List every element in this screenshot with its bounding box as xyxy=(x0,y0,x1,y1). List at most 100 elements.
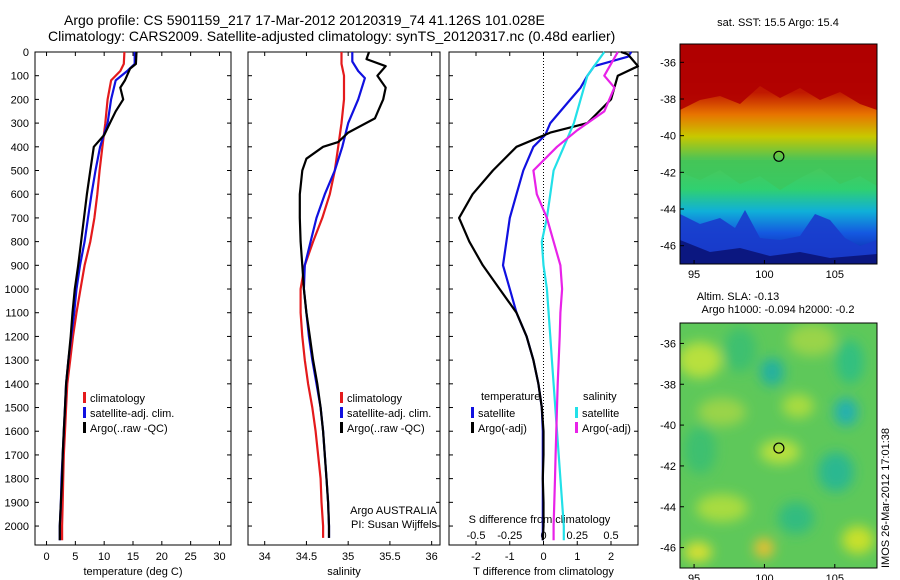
x-tick-label: 2 xyxy=(608,551,614,563)
x-tick-label: 100 xyxy=(755,269,773,281)
y-tick-label: 2000 xyxy=(5,521,29,533)
y-tick-label: 600 xyxy=(11,189,29,201)
sst-map-axes: 95 100 105 -36 -38 -40 -42 -44 -46 xyxy=(660,57,844,281)
legend-entry: Argo(-adj) xyxy=(478,423,527,435)
annotation-text: Argo AUSTRALIA xyxy=(350,505,437,517)
x-tick-label: 35 xyxy=(342,551,354,563)
series-line-black xyxy=(298,51,387,538)
y-tick-label: -38 xyxy=(660,94,676,106)
y-tick-label: 200 xyxy=(11,94,29,106)
sla-map-axes: 95 100 105 -36 -38 -40 -42 -44 -46 xyxy=(660,338,844,580)
y-tick-label: -36 xyxy=(660,338,676,350)
x-tick-label: 34 xyxy=(259,551,271,563)
series-line-cyan xyxy=(540,51,606,541)
y-tick-label: -38 xyxy=(660,379,676,391)
legend-swatch xyxy=(340,422,343,433)
sla-map-subtitle: Argo h1000: -0.094 h2000: -0.2 xyxy=(702,304,855,316)
x-tick-label: 5 xyxy=(72,551,78,563)
x-axis-label: salinity xyxy=(327,566,361,578)
y-tick-label: 1000 xyxy=(5,284,29,296)
y-tick-label: -46 xyxy=(660,241,676,253)
legend-swatch xyxy=(471,407,474,418)
sst-map-title: sat. SST: 15.5 Argo: 15.4 xyxy=(717,17,839,29)
x-tick-label: 95 xyxy=(688,573,700,580)
timestamp-text: IMOS 26-Mar-2012 17:01:38 xyxy=(880,428,892,568)
profile-panels: 0100200300400500600700800900100011001200… xyxy=(5,47,640,578)
x-tick-label: 10 xyxy=(98,551,110,563)
legend-swatch xyxy=(575,422,578,433)
x-tick-label: 15 xyxy=(127,551,139,563)
plot-frame xyxy=(247,51,441,546)
s-tick-label: -0.25 xyxy=(497,530,522,542)
argo-location-marker xyxy=(773,442,785,454)
series-line-magenta xyxy=(532,51,619,541)
s-tick-label: -0.5 xyxy=(467,530,486,542)
y-tick-label: 1100 xyxy=(5,308,29,320)
y-tick-label: 1800 xyxy=(5,474,29,486)
legend-swatch xyxy=(471,422,474,433)
sst-map-panel: sat. SST: 15.5 Argo: 15.4 95 100 105 -36 -38… xyxy=(660,17,878,281)
y-tick-label: -36 xyxy=(660,57,676,69)
profile-panel-salinity: 34 34.5 35 35.5 36 salinity climatology satelli… xyxy=(247,51,441,578)
legend-entry: Argo(..raw -QC) xyxy=(90,423,168,435)
y-tick-label: 700 xyxy=(11,213,29,225)
x-tick-label: 105 xyxy=(826,269,844,281)
y-tick-label: 900 xyxy=(11,260,29,272)
profile-panel-differences: -2 -1 0 1 2 T difference from climatology -0.5… xyxy=(448,50,640,578)
x-tick-label: 36 xyxy=(426,551,438,563)
y-tick-label: 300 xyxy=(11,118,29,130)
series-line-red xyxy=(299,52,346,538)
sla-map-title: Altim. SLA: -0.13 xyxy=(697,291,780,303)
y-tick-label: -44 xyxy=(660,204,676,216)
y-tick-label: -46 xyxy=(660,543,676,555)
x-tick-label: -2 xyxy=(471,551,481,563)
legend-entry: Argo(-adj) xyxy=(582,423,631,435)
legend-heading-temperature: temperature xyxy=(481,391,540,403)
legend-swatch xyxy=(575,407,578,418)
legend-swatch xyxy=(340,407,343,418)
y-tick-label: -40 xyxy=(660,131,676,143)
argo-location-marker xyxy=(773,150,785,162)
series-line-black xyxy=(458,50,640,541)
legend-entry: satellite-adj. clim. xyxy=(90,408,174,420)
y-tick-label: 1400 xyxy=(5,379,29,391)
x-tick-label: -1 xyxy=(505,551,515,563)
x-tick-label: 105 xyxy=(826,573,844,580)
plot-frame xyxy=(34,51,232,546)
legend-heading-salinity: salinity xyxy=(583,391,617,403)
legend-entry: satellite xyxy=(582,408,619,420)
legend-entry: satellite-adj. clim. xyxy=(347,408,431,420)
x-axis-label: temperature (deg C) xyxy=(83,566,182,578)
x-tick-label: 34.5 xyxy=(296,551,317,563)
x-tick-label: 0 xyxy=(540,551,546,563)
legend-swatch xyxy=(340,392,343,403)
x-tick-label: 100 xyxy=(755,573,773,580)
x-axis-label: T difference from climatology xyxy=(473,566,614,578)
x-tick-label: 35.5 xyxy=(379,551,400,563)
legend-entry: climatology xyxy=(347,393,403,405)
sst-map-texture xyxy=(680,44,877,264)
x-tick-label: 25 xyxy=(185,551,197,563)
y-tick-label: -42 xyxy=(660,167,676,179)
legend-swatch xyxy=(83,422,86,433)
legend-swatch xyxy=(83,392,86,403)
annotation-text: PI: Susan Wijffels xyxy=(351,519,437,531)
x-tick-label: 0 xyxy=(43,551,49,563)
y-tick-label: 100 xyxy=(11,71,29,83)
y-tick-label: 1300 xyxy=(5,355,29,367)
x-tick-label: 20 xyxy=(156,551,168,563)
timestamp-stamp: IMOS 26-Mar-2012 17:01:38 xyxy=(880,428,892,568)
x-tick-label: 1 xyxy=(574,551,580,563)
y-tick-label: 1500 xyxy=(5,403,29,415)
y-tick-label: 1700 xyxy=(5,450,29,462)
secondary-axis-label: S difference from climatology xyxy=(469,514,611,526)
figure-title-line-2: Climatology: CARS2009. Satellite-adjuste… xyxy=(48,28,616,44)
figure-title-line-1: Argo profile: CS 5901159_217 17-Mar-2012… xyxy=(64,12,545,28)
y-tick-label: 500 xyxy=(11,166,29,178)
y-tick-label: 1200 xyxy=(5,331,29,343)
y-tick-label: 400 xyxy=(11,142,29,154)
y-tick-label: 0 xyxy=(23,47,29,59)
y-tick-label: -42 xyxy=(660,461,676,473)
y-tick-label: 800 xyxy=(11,237,29,249)
